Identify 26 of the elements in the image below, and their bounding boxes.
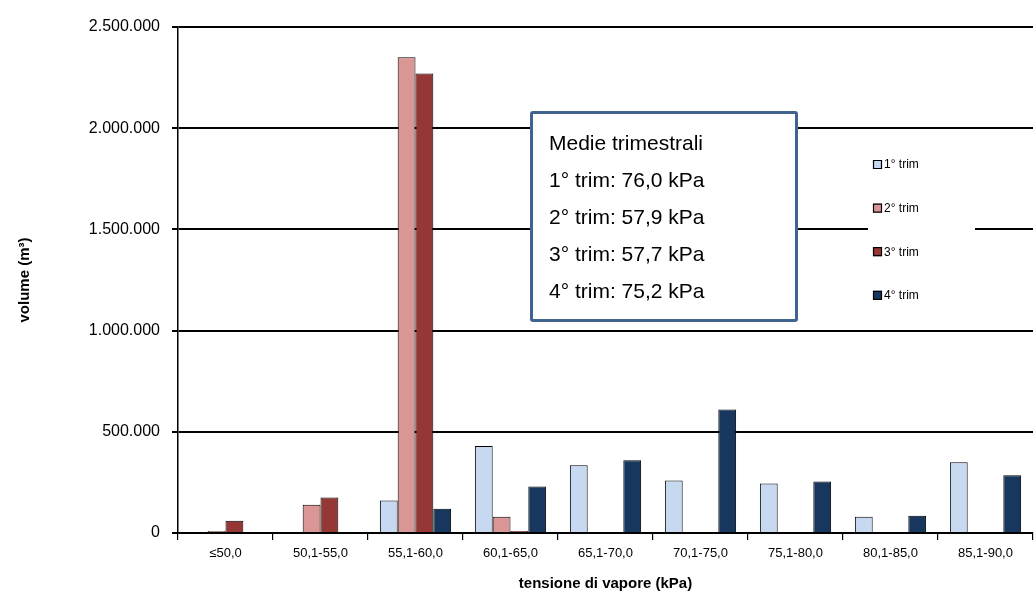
x-tick-label: 55,1-60,0: [388, 545, 443, 561]
x-tick-label: 65,1-70,0: [578, 545, 633, 561]
legend-label: 1° trim: [884, 157, 919, 172]
annotation: 2° trim: 57,9 kPa: [549, 204, 706, 230]
annotation: 4° trim: 75,2 kPa: [549, 278, 706, 304]
annotation: 3° trim: 57,7 kPa: [549, 241, 706, 267]
legend-label: 4° trim: [884, 288, 919, 303]
y-tick-label: 500.000: [102, 422, 161, 440]
x-tick-label: ≤50,0: [209, 545, 242, 561]
y-tick-label: 2.500.000: [88, 17, 161, 35]
y-tick-label: 1.500.000: [88, 219, 161, 237]
x-tick-label: 50,1-55,0: [293, 545, 348, 561]
legend-label: 3° trim: [884, 244, 919, 259]
x-tick-label: 60,1-65,0: [483, 545, 538, 561]
annotation: Medie trimestrali: [549, 130, 705, 156]
x-tick-label: 70,1-75,0: [673, 545, 728, 561]
x-axis-title: tensione di vapore (kPa): [518, 574, 693, 592]
x-tick-label: 85,1-90,0: [958, 545, 1013, 561]
annotation: 1° trim: 76,0 kPa: [549, 167, 706, 193]
y-tick-label: 0: [151, 523, 161, 541]
x-tick-label: 80,1-85,0: [863, 545, 918, 561]
y-tick-label: 1.000.000: [88, 321, 161, 339]
y-tick-label: 2.000.000: [88, 118, 161, 136]
x-tick-label: 75,1-80,0: [768, 545, 823, 561]
y-axis-title: volume (m³): [15, 237, 33, 323]
legend-label: 2° trim: [884, 200, 919, 215]
